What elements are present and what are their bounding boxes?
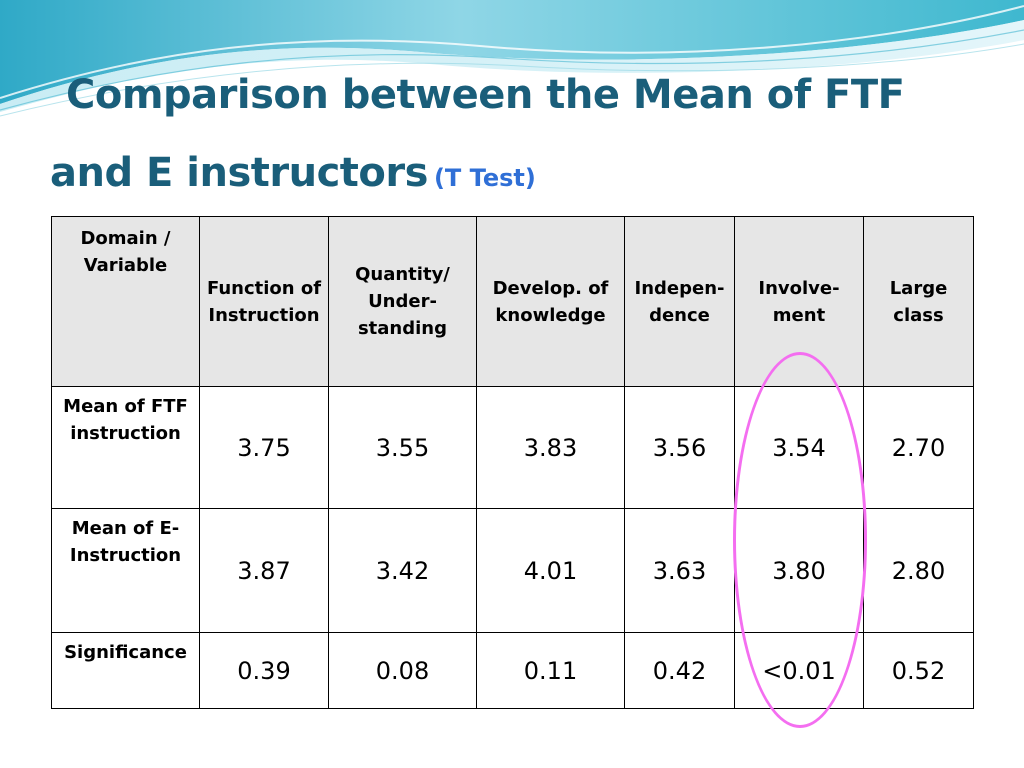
table-cell: <0.01 — [734, 632, 864, 709]
table-cell: 3.56 — [624, 386, 735, 509]
table-cell: 3.63 — [624, 508, 735, 633]
column-header: Function of Instruction — [199, 216, 329, 387]
table-cell: 0.42 — [624, 632, 735, 709]
table-row: Significance 0.39 0.08 0.11 0.42 <0.01 0… — [51, 632, 974, 709]
row-label: Mean of FTF instruction — [51, 386, 200, 509]
column-header: Involve-ment — [734, 216, 864, 387]
table-cell: 3.54 — [734, 386, 864, 509]
page-subtitle: (T Test) — [433, 164, 536, 192]
header-wave-decoration — [0, 0, 1024, 117]
table-cell: 3.80 — [734, 508, 864, 633]
table-cell: 3.83 — [476, 386, 625, 509]
table-cell: 0.11 — [476, 632, 625, 709]
table-cell: 3.42 — [328, 508, 477, 633]
table-cell: 3.55 — [328, 386, 477, 509]
page-title-line-2: and E instructors (T Test) — [50, 150, 536, 196]
column-header-label: Involve-ment — [758, 277, 840, 326]
table-cell: 0.52 — [863, 632, 974, 709]
page-title-line-2-text: and E instructors — [50, 150, 428, 196]
table-row: Mean of E-Instruction 3.87 3.42 4.01 3.6… — [51, 508, 974, 633]
comparison-table: Domain / Variable Function of Instructio… — [51, 216, 974, 709]
column-header: Quantity/ Under-standing — [328, 216, 477, 387]
table-cell: 0.39 — [199, 632, 329, 709]
corner-label: Domain / Variable — [80, 228, 171, 276]
table-row: Mean of FTF instruction 3.75 3.55 3.83 3… — [51, 386, 974, 509]
corner-header: Domain / Variable — [51, 216, 200, 387]
column-header: Develop. of knowledge — [476, 216, 625, 387]
row-label: Mean of E-Instruction — [51, 508, 200, 633]
column-header: Large class — [863, 216, 974, 387]
row-label: Significance — [51, 632, 200, 709]
table-cell: 0.08 — [328, 632, 477, 709]
row-label-text: Significance — [64, 642, 187, 663]
table-header-row: Domain / Variable Function of Instructio… — [51, 216, 974, 387]
table-cell: 3.87 — [199, 508, 329, 633]
row-label-text: Mean of E-Instruction — [69, 518, 182, 566]
column-header: Indepen-dence — [624, 216, 735, 387]
column-header-label: Develop. of knowledge — [492, 277, 609, 326]
table-cell: 2.70 — [863, 386, 974, 509]
column-header-label: Indepen-dence — [634, 277, 725, 326]
column-header-label: Large class — [889, 277, 948, 326]
table-cell: 3.75 — [199, 386, 329, 509]
table-cell: 2.80 — [863, 508, 974, 633]
table-cell: 4.01 — [476, 508, 625, 633]
page-title-line-1: Comparison between the Mean of FTF — [66, 72, 905, 118]
row-label-text: Mean of FTF instruction — [63, 396, 188, 444]
column-header-label: Function of Instruction — [206, 277, 322, 326]
column-header-label: Quantity/ Under-standing — [355, 264, 450, 339]
